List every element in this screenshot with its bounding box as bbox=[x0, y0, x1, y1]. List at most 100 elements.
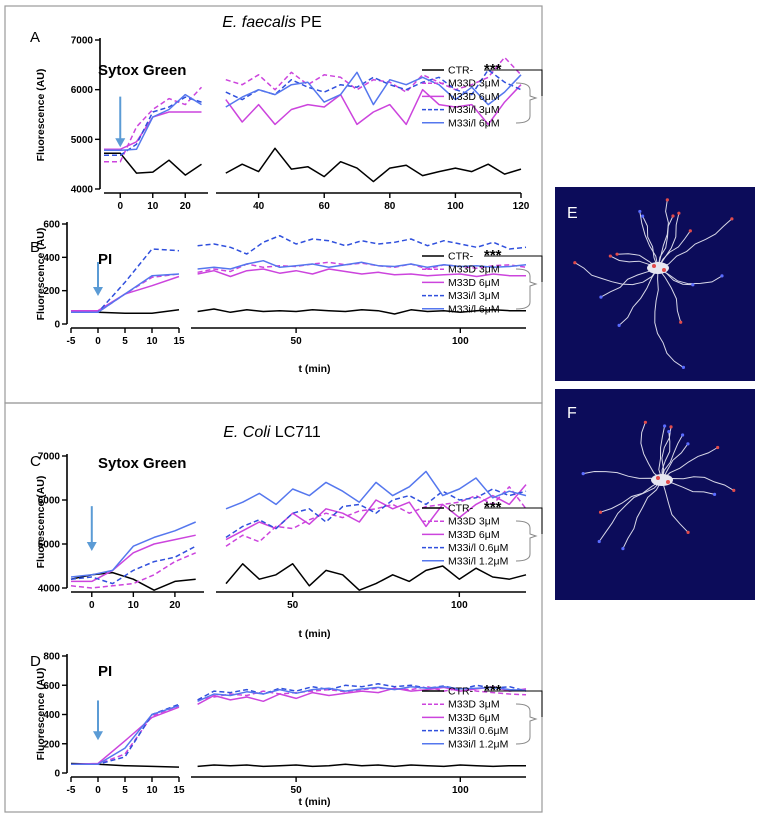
legend-entry: M33i/l 3μM bbox=[448, 290, 500, 302]
x-tick-label: 20 bbox=[180, 201, 192, 212]
x-tick-label: 15 bbox=[173, 336, 185, 347]
atom bbox=[666, 480, 670, 484]
atom bbox=[597, 539, 601, 544]
significance-bracket-top bbox=[484, 690, 543, 717]
atom bbox=[667, 429, 671, 434]
side-chain bbox=[639, 211, 659, 269]
side-chain bbox=[661, 479, 689, 533]
section-title-faecalis: E. faecalis PE bbox=[222, 14, 322, 31]
significance-brace bbox=[515, 703, 538, 745]
series-line-m33ila-dash bbox=[70, 545, 197, 585]
x-tick-label: 0 bbox=[95, 785, 101, 796]
series-line-m33d-dash bbox=[197, 261, 527, 274]
side-chain bbox=[661, 431, 671, 481]
atom bbox=[730, 217, 734, 221]
section-title-ecoli-species: E. Coli bbox=[223, 424, 271, 441]
series-line-m33ilb-solid bbox=[197, 259, 527, 270]
significance-stars: *** bbox=[484, 499, 502, 516]
atom bbox=[720, 274, 724, 278]
x-tick-label: -5 bbox=[67, 785, 76, 796]
series-line-m33d-dash bbox=[71, 704, 180, 765]
x-tick-label: 80 bbox=[384, 201, 396, 212]
legend-entry: CTR- bbox=[448, 503, 474, 515]
series-line-m33d-dash bbox=[70, 552, 196, 589]
atom bbox=[652, 264, 656, 268]
series-line-ctr bbox=[197, 308, 526, 315]
y-tick-label: 4000 bbox=[38, 584, 61, 595]
panel-a: A Sytox Green 4000 5000 6000 7000 Fluorescence… bbox=[30, 29, 543, 212]
y-tick-label: 600 bbox=[43, 681, 60, 692]
section-title-ecoli: E. Coli LC711 bbox=[223, 424, 321, 441]
series-line-m33ila-dash bbox=[225, 488, 527, 539]
series-line-m33ilb-solid bbox=[197, 685, 527, 702]
y-tick-label: 400 bbox=[43, 710, 60, 721]
series-line-ctr bbox=[225, 563, 527, 591]
legend-entry: M33D 6μM bbox=[448, 529, 500, 541]
x-tick-label: 100 bbox=[452, 336, 469, 347]
side-chain bbox=[657, 230, 691, 269]
side-chain bbox=[622, 479, 663, 549]
atom bbox=[681, 433, 685, 437]
panel-letter: B bbox=[30, 239, 40, 256]
atom bbox=[581, 472, 585, 476]
side-chain bbox=[657, 213, 680, 269]
x-tick-label: 120 bbox=[513, 201, 530, 212]
series-line-m33d-dash bbox=[104, 86, 203, 163]
legend-entry: M33D 3μM bbox=[448, 516, 500, 528]
significance-bracket-top bbox=[484, 255, 543, 282]
side-chain bbox=[654, 267, 684, 368]
side-chain bbox=[657, 199, 669, 269]
series-line-m33ilb-solid bbox=[71, 273, 180, 314]
structure-f-background bbox=[555, 389, 755, 600]
x-tick-label: 10 bbox=[128, 600, 140, 611]
significance-bracket-top bbox=[484, 507, 543, 534]
legend-entry: M33i/l 0.6μM bbox=[448, 725, 508, 737]
side-chain bbox=[583, 470, 663, 481]
atom bbox=[621, 547, 625, 551]
legend-entry: CTR- bbox=[448, 251, 474, 263]
treatment-arrow-head bbox=[93, 731, 103, 741]
series-line-m33d-solid bbox=[197, 685, 527, 705]
x-tick-label: 60 bbox=[319, 201, 331, 212]
bottom-section-frame bbox=[4, 402, 543, 813]
dye-label: Sytox Green bbox=[98, 455, 186, 472]
atom bbox=[665, 198, 669, 202]
side-chain bbox=[642, 215, 659, 269]
y-axis-label: Fluorescence (AU) bbox=[35, 69, 47, 162]
panel-letter: A bbox=[30, 29, 40, 46]
series-line-m33ilb-solid bbox=[71, 704, 180, 765]
series-line-ctr bbox=[225, 147, 522, 183]
dye-label: Sytox Green bbox=[98, 62, 186, 79]
x-tick-label: 50 bbox=[291, 785, 303, 796]
y-tick-label: 5000 bbox=[71, 135, 94, 146]
x-tick-label: 15 bbox=[173, 785, 185, 796]
x-tick-label: 100 bbox=[447, 201, 464, 212]
x-tick-label: 10 bbox=[147, 201, 159, 212]
series-line-m33ilb-solid bbox=[225, 71, 522, 108]
atom bbox=[662, 268, 666, 272]
atom bbox=[732, 488, 736, 492]
helix-core bbox=[647, 262, 669, 274]
legend-entry: M33i/l 6μM bbox=[448, 303, 500, 315]
dye-label: PI bbox=[98, 663, 112, 680]
side-chain bbox=[661, 447, 718, 481]
side-chain bbox=[598, 479, 663, 542]
y-tick-label: 5000 bbox=[38, 540, 61, 551]
x-tick-label: 40 bbox=[253, 201, 265, 212]
atom bbox=[573, 261, 577, 265]
x-axis-label: t (min) bbox=[298, 628, 330, 640]
legend-entry: M33i/l 3μM bbox=[448, 104, 500, 116]
atom bbox=[679, 320, 683, 324]
series-line-m33ilb-solid bbox=[70, 521, 196, 578]
x-tick-label: -5 bbox=[67, 336, 76, 347]
series-line-m33d-solid bbox=[71, 534, 196, 583]
structure-label-f: F bbox=[567, 405, 577, 422]
side-chain bbox=[600, 267, 659, 298]
series-line-m33ila-dash bbox=[104, 96, 202, 156]
side-chain bbox=[618, 267, 659, 326]
structure-e-background bbox=[555, 187, 755, 381]
x-tick-label: 100 bbox=[452, 785, 469, 796]
side-chain bbox=[657, 267, 723, 285]
